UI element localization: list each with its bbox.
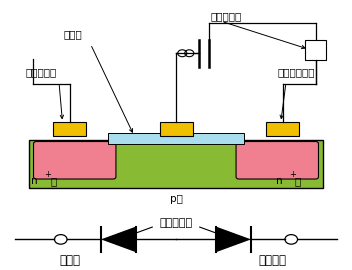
Text: n: n xyxy=(31,176,38,186)
Text: チャンネル: チャンネル xyxy=(159,218,193,228)
Bar xyxy=(53,122,86,136)
Bar xyxy=(159,122,193,136)
Polygon shape xyxy=(101,227,136,252)
Text: +: + xyxy=(44,170,51,179)
Text: +: + xyxy=(289,170,296,179)
Text: ドレイン: ドレイン xyxy=(258,254,286,267)
Text: n: n xyxy=(276,176,282,186)
Bar xyxy=(108,133,244,144)
Text: ソース: ソース xyxy=(59,254,80,267)
FancyBboxPatch shape xyxy=(236,141,319,179)
Text: 絶縁膜: 絶縁膜 xyxy=(64,30,82,40)
Text: ドレイン電極: ドレイン電極 xyxy=(278,67,315,77)
Bar xyxy=(266,122,299,136)
Text: ソース電極: ソース電極 xyxy=(26,67,57,77)
FancyBboxPatch shape xyxy=(33,141,116,179)
Text: ゲート電極: ゲート電極 xyxy=(211,11,242,21)
Bar xyxy=(305,40,326,60)
Text: 層: 層 xyxy=(50,176,57,186)
Bar xyxy=(29,140,323,188)
Text: 層: 層 xyxy=(295,176,301,186)
Polygon shape xyxy=(216,227,251,252)
Text: p層: p層 xyxy=(170,194,182,204)
